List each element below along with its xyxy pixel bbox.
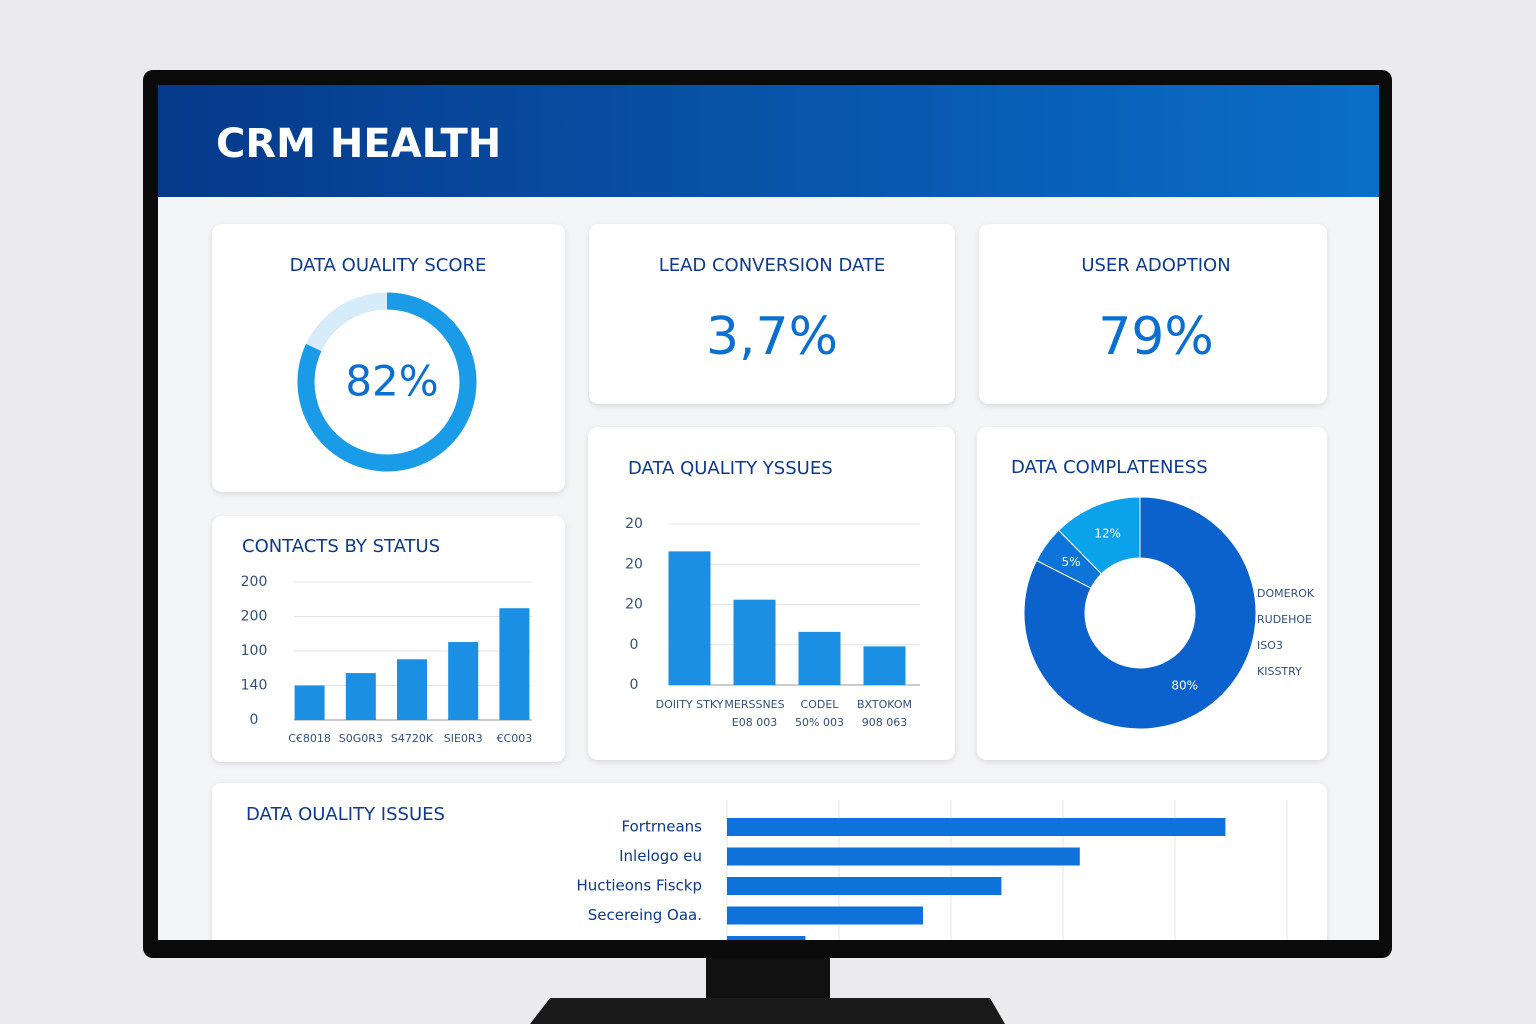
bar <box>668 551 711 685</box>
bar <box>733 599 776 685</box>
gauge-label: 82% <box>345 357 438 406</box>
stand-base <box>530 998 1005 1024</box>
bar <box>345 673 376 720</box>
slice-label: 12% <box>1094 526 1121 540</box>
x-tick-label: S0G0R3 <box>339 732 383 745</box>
header-bar <box>158 85 1379 197</box>
bar <box>727 818 1226 836</box>
bar <box>863 646 906 685</box>
x-tick-label: BXTOKOM <box>857 698 912 711</box>
kpi-value: 79% <box>1098 307 1214 367</box>
y-tick-label: 0 <box>250 712 259 728</box>
x-tick-label: E08 003 <box>732 716 777 729</box>
y-tick-label: Huctieons Fisckp <box>576 877 702 895</box>
bar <box>448 642 479 720</box>
legend-label: ISO3 <box>1257 639 1283 652</box>
x-tick-label: SIE0R3 <box>444 732 483 745</box>
bar <box>727 906 923 925</box>
y-tick-label: 20 <box>625 516 643 532</box>
y-tick-label: 100 <box>241 643 268 659</box>
kpi-value: 3,7% <box>706 307 838 367</box>
legend-label: KISSTRY <box>1257 665 1302 678</box>
header-title: CRM HEALTH <box>216 121 501 167</box>
bar <box>798 631 841 685</box>
card <box>212 224 565 492</box>
x-tick-label: MERSSNES <box>724 698 784 711</box>
x-tick-label: €C003 <box>497 732 533 745</box>
gauge-arc <box>297 292 477 472</box>
y-tick-label: 0 <box>630 677 639 693</box>
pie-slice <box>1023 496 1257 730</box>
card <box>589 224 955 404</box>
y-tick-label: 200 <box>241 609 268 625</box>
legend-label: RUDEHOE <box>1257 613 1312 626</box>
y-tick-label: 140 <box>241 678 268 694</box>
y-tick-label: 200 <box>241 574 268 590</box>
chart-title: DATA COMPLATENESS <box>1011 457 1208 478</box>
legend-label: DOMEROK <box>1257 587 1315 600</box>
screen: CRM HEALTH LEAD CONVERSION DATE 3,7% USE… <box>158 85 1379 940</box>
bar <box>727 877 1002 895</box>
x-tick-label: C€8018 <box>288 732 331 745</box>
pie-slice <box>1057 496 1141 575</box>
kpi-title: LEAD CONVERSION DATE <box>659 255 886 276</box>
chart-title: DATA QUALITY YSSUES <box>628 458 833 479</box>
slice-label: 80% <box>1171 678 1198 692</box>
x-tick-label: 50% 003 <box>795 716 844 729</box>
card <box>979 224 1327 404</box>
y-tick-label: Secereing Oaa. <box>588 906 702 924</box>
bar <box>397 659 427 720</box>
x-tick-label: DOIITY STKY <box>656 698 724 711</box>
kpi-title: USER ADOPTION <box>1081 255 1230 276</box>
x-tick-label: 908 063 <box>862 716 908 729</box>
bar <box>294 685 325 720</box>
stand-neck <box>706 955 830 1005</box>
bar <box>727 936 806 940</box>
y-tick-label: Fortrneans <box>622 818 703 836</box>
x-tick-label: S4720K <box>391 732 434 745</box>
y-tick-label: 20 <box>625 556 643 572</box>
bar <box>499 608 530 720</box>
y-tick-label: 0 <box>630 637 639 653</box>
y-tick-label: Inlelogo eu <box>619 847 702 865</box>
y-tick-label: 20 <box>625 597 643 613</box>
bar <box>727 847 1080 866</box>
chart-title: DATA OUALITY ISSUES <box>246 804 445 825</box>
chart-title: DATA OUALITY SCORE <box>290 255 487 276</box>
slice-label: 5% <box>1061 555 1080 569</box>
x-tick-label: CODEL <box>801 698 840 711</box>
chart-title: CONTACTS BY STATUS <box>242 536 440 557</box>
